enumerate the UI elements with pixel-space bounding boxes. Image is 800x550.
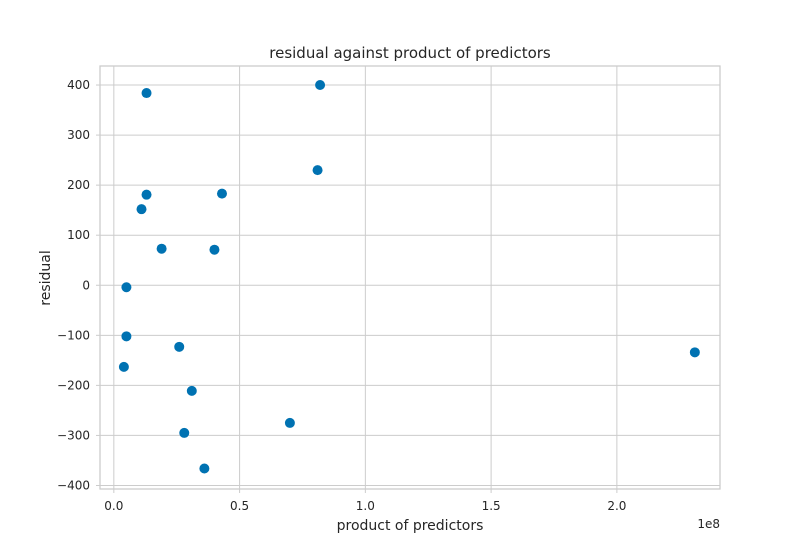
data-point xyxy=(209,244,220,255)
data-point xyxy=(141,88,152,99)
data-point xyxy=(284,417,295,428)
plot-area xyxy=(99,65,721,490)
data-points xyxy=(118,80,700,474)
data-point xyxy=(186,385,197,396)
data-point xyxy=(312,165,323,176)
data-point xyxy=(689,347,700,358)
data-point xyxy=(136,204,147,215)
data-point xyxy=(216,188,227,199)
x-axis-offset-label: 1e8 xyxy=(697,517,720,531)
y-axis-label: residual xyxy=(38,250,54,305)
tick-labels: 0.0 0.5 1.0 1.5 2.0 −400 −300 −200 −100 0 100 200 30… xyxy=(57,78,626,513)
data-point xyxy=(121,282,132,293)
data-point xyxy=(199,463,210,474)
y-tick-label: 0 xyxy=(82,278,90,292)
data-point xyxy=(179,427,190,438)
grid-lines xyxy=(100,66,720,489)
x-tick-label: 0.0 xyxy=(104,499,123,513)
data-point xyxy=(118,361,129,372)
data-point xyxy=(156,243,167,254)
y-tick-label: −300 xyxy=(57,428,90,442)
y-tick-label: 200 xyxy=(67,178,90,192)
y-tick-label: −400 xyxy=(57,478,90,492)
data-point xyxy=(141,189,152,200)
x-axis-label: product of predictors xyxy=(337,518,484,534)
x-tick-label: 1.5 xyxy=(482,499,501,513)
data-point xyxy=(174,341,185,352)
x-tick-label: 1.0 xyxy=(356,499,375,513)
y-tick-label: 300 xyxy=(67,128,90,142)
y-tick-label: 400 xyxy=(67,78,90,92)
y-tick-label: −200 xyxy=(57,378,90,392)
data-point xyxy=(121,331,132,342)
x-tick-label: 2.0 xyxy=(607,499,626,513)
data-point xyxy=(315,80,326,91)
chart-title: residual against product of predictors xyxy=(269,44,551,62)
y-tick-label: −100 xyxy=(57,328,90,342)
x-tick-label: 0.5 xyxy=(230,499,249,513)
y-tick-label: 100 xyxy=(67,228,90,242)
